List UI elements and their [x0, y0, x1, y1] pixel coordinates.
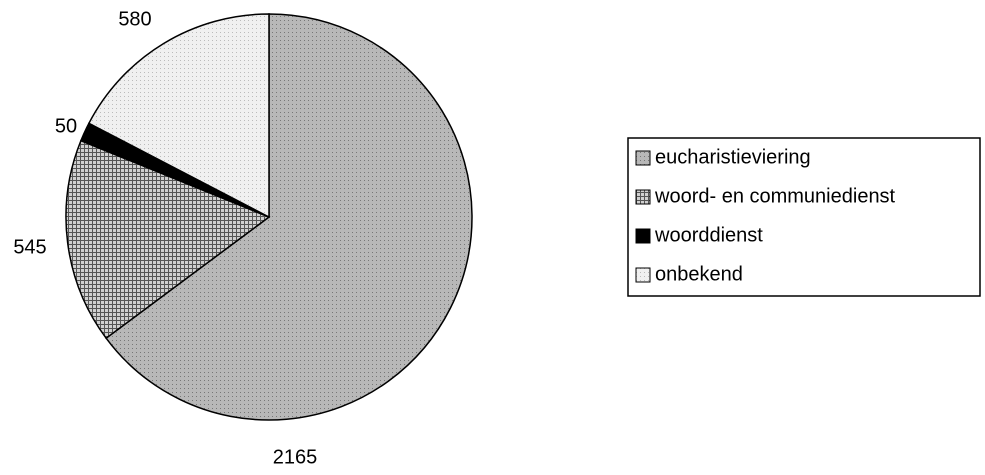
data-label: 545: [13, 236, 46, 258]
pie-slice: [65, 139, 271, 340]
legend-swatch: [635, 189, 651, 205]
legend-label: onbekend: [655, 263, 743, 285]
legend-swatch: [635, 228, 651, 244]
data-label: 2165: [273, 446, 318, 468]
legend-label: eucharistieviering: [655, 146, 811, 168]
legend-label: woord- en communiedienst: [654, 185, 896, 207]
pie-slice: [105, 13, 473, 421]
legend-swatch: [635, 150, 651, 166]
data-label: 50: [55, 115, 77, 137]
data-label: 580: [118, 8, 151, 30]
legend-swatch: [635, 267, 651, 283]
pie-slice: [87, 13, 270, 219]
legend-label: woorddienst: [654, 224, 763, 246]
legend-box: [627, 137, 981, 297]
